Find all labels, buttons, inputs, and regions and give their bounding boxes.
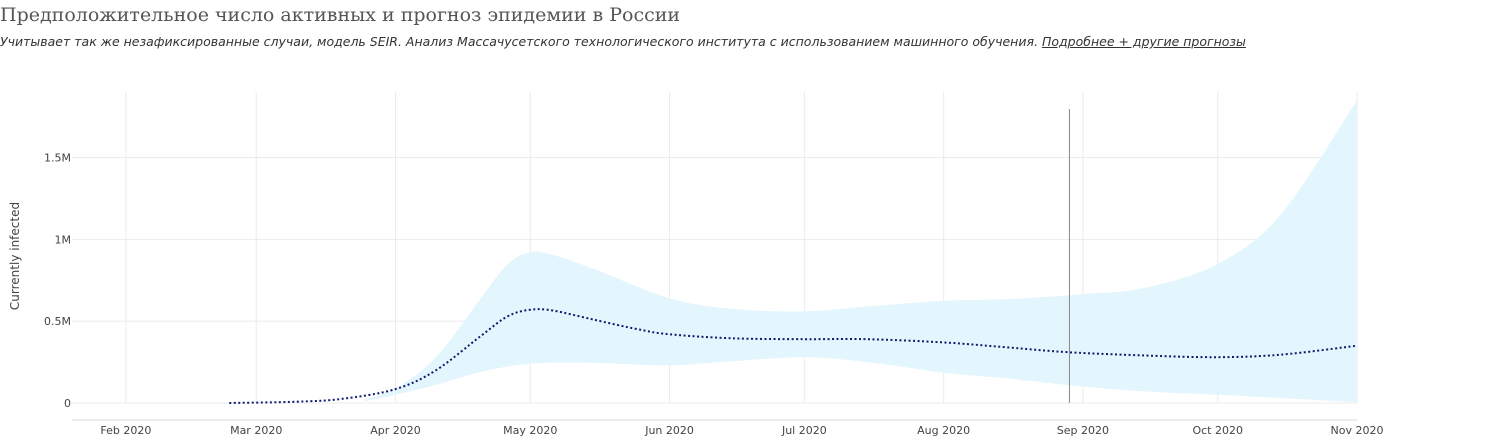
x-tick-label: Oct 2020 bbox=[1192, 424, 1243, 437]
forecast-range-area bbox=[364, 100, 1357, 403]
x-tick-label: Mar 2020 bbox=[230, 424, 282, 437]
subtitle-text: Учитывает так же незафиксированные случа… bbox=[0, 34, 1038, 49]
x-tick-label: Apr 2020 bbox=[370, 424, 421, 437]
x-tick-label: May 2020 bbox=[503, 424, 557, 437]
y-axis-title: Currently infected bbox=[8, 202, 22, 310]
x-tick-label: Aug 2020 bbox=[917, 424, 970, 437]
chart-subtitle: Учитывает так же незафиксированные случа… bbox=[0, 34, 1246, 49]
more-forecasts-link[interactable]: Подробнее + другие прогнозы bbox=[1041, 34, 1246, 49]
x-tick-label: Sep 2020 bbox=[1057, 424, 1109, 437]
forecast-range-band bbox=[364, 100, 1357, 403]
axes: Feb 2020 Mar 2020 Apr 2020 May 2020 Jun 2020… bbox=[44, 151, 1383, 437]
x-tick-label: Jul 2020 bbox=[781, 424, 827, 437]
x-tick-label: Jun 2020 bbox=[644, 424, 694, 437]
chart-title: Предположительное число активных и прогн… bbox=[0, 4, 681, 26]
y-tick-label: 0.5M bbox=[44, 315, 71, 328]
infected-line bbox=[229, 308, 1358, 404]
x-tick-label: Feb 2020 bbox=[100, 424, 151, 437]
y-tick-label: 0 bbox=[64, 397, 71, 410]
y-tick-label: 1M bbox=[55, 233, 72, 246]
x-tick-label: Nov 2020 bbox=[1331, 424, 1384, 437]
y-tick-label: 1.5M bbox=[44, 151, 71, 164]
infected-series-line bbox=[229, 308, 1358, 404]
